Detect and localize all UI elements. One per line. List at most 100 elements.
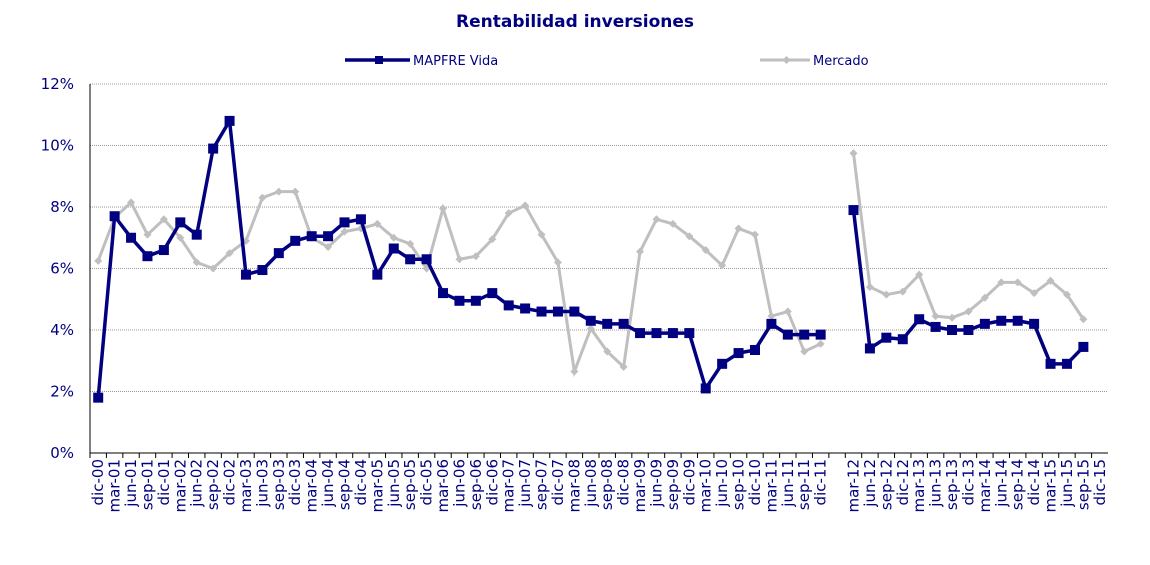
point bbox=[848, 205, 859, 216]
point bbox=[339, 217, 350, 228]
y-tick-label: 8% bbox=[50, 198, 74, 216]
point bbox=[388, 243, 399, 254]
point bbox=[175, 217, 186, 228]
x-tick-label: dic-09 bbox=[680, 459, 698, 505]
x-tick-label: mar-04 bbox=[303, 459, 321, 513]
point bbox=[487, 288, 498, 299]
x-tick-label: mar-03 bbox=[237, 459, 255, 513]
x-tick-label: dic-00 bbox=[89, 459, 107, 505]
point bbox=[668, 219, 677, 228]
point bbox=[405, 254, 416, 265]
point bbox=[454, 295, 465, 306]
x-tick-label: dic-04 bbox=[352, 459, 370, 505]
x-tick-label: mar-14 bbox=[976, 459, 994, 513]
x-tick-label: sep-04 bbox=[336, 459, 354, 510]
point bbox=[1013, 278, 1022, 287]
point bbox=[750, 230, 759, 239]
point bbox=[537, 230, 546, 239]
x-tick-label: jun-09 bbox=[647, 459, 665, 508]
point bbox=[718, 261, 727, 270]
point bbox=[684, 328, 695, 339]
point bbox=[602, 318, 613, 329]
point bbox=[240, 269, 251, 280]
x-tick-label: dic-03 bbox=[286, 459, 304, 505]
point bbox=[406, 239, 415, 248]
series bbox=[94, 149, 1088, 378]
x-tick-label: jun-01 bbox=[122, 459, 140, 508]
point bbox=[570, 367, 579, 376]
y-tick-label: 10% bbox=[41, 137, 74, 155]
x-tick-label: mar-11 bbox=[762, 459, 780, 513]
x-tick-label: sep-09 bbox=[664, 459, 682, 510]
x-tick-label: dic-12 bbox=[894, 459, 912, 505]
point bbox=[618, 318, 629, 329]
x-tick-label: sep-10 bbox=[730, 459, 748, 510]
point bbox=[553, 258, 562, 267]
x-tick-label: sep-03 bbox=[270, 459, 288, 510]
series bbox=[93, 115, 1089, 403]
point bbox=[1079, 315, 1088, 324]
legend-marker bbox=[375, 56, 383, 64]
point bbox=[438, 288, 449, 299]
x-tick-label: sep-12 bbox=[877, 459, 895, 510]
point bbox=[273, 248, 284, 259]
x-tick-label: sep-14 bbox=[1009, 459, 1027, 510]
point bbox=[520, 303, 531, 314]
x-tick-label: jun-15 bbox=[1058, 459, 1076, 508]
point bbox=[948, 313, 957, 322]
point bbox=[257, 265, 268, 276]
point bbox=[767, 312, 776, 321]
point bbox=[291, 187, 300, 196]
x-tick-label: mar-02 bbox=[171, 459, 189, 513]
point bbox=[849, 149, 858, 158]
x-tick-label: mar-10 bbox=[697, 459, 715, 513]
point bbox=[536, 306, 547, 317]
point bbox=[898, 287, 907, 296]
x-tick-label: mar-07 bbox=[500, 459, 518, 513]
point bbox=[389, 233, 398, 242]
x-tick-label: mar-13 bbox=[910, 459, 928, 513]
legend-marker bbox=[782, 56, 791, 64]
point bbox=[373, 219, 382, 228]
point bbox=[964, 307, 973, 316]
point bbox=[488, 235, 497, 244]
point bbox=[323, 231, 334, 242]
x-tick-label: sep-11 bbox=[795, 459, 813, 510]
x-tick-label: mar-01 bbox=[106, 459, 124, 513]
line bbox=[96, 115, 1085, 398]
x-tick-label: mar-15 bbox=[1042, 459, 1060, 513]
point bbox=[258, 193, 267, 202]
point bbox=[897, 334, 908, 345]
point bbox=[290, 235, 301, 246]
point bbox=[1046, 276, 1055, 285]
point bbox=[635, 328, 646, 339]
point bbox=[651, 328, 662, 339]
x-tick-label: mar-12 bbox=[845, 459, 863, 513]
point bbox=[224, 115, 235, 126]
point bbox=[109, 211, 120, 222]
point bbox=[782, 329, 793, 340]
point bbox=[455, 255, 464, 264]
y-tick-label: 6% bbox=[50, 260, 74, 278]
x-tick-label: sep-01 bbox=[138, 459, 156, 510]
x-tick-label: jun-08 bbox=[582, 459, 600, 508]
point bbox=[963, 325, 974, 335]
point bbox=[979, 318, 990, 329]
point bbox=[734, 224, 743, 233]
x-tick-label: dic-08 bbox=[615, 459, 633, 505]
point bbox=[1062, 290, 1071, 299]
point bbox=[225, 249, 234, 258]
point bbox=[701, 246, 710, 255]
x-tick-label: sep-07 bbox=[533, 459, 551, 510]
point bbox=[192, 258, 201, 267]
y-tick-label: 2% bbox=[50, 383, 74, 401]
point bbox=[176, 233, 185, 242]
point bbox=[685, 232, 694, 241]
point bbox=[881, 332, 892, 343]
point bbox=[1045, 358, 1056, 369]
point bbox=[766, 318, 777, 329]
x-tick-label: sep-02 bbox=[204, 459, 222, 510]
point bbox=[864, 343, 875, 354]
x-tick-label: dic-07 bbox=[549, 459, 567, 505]
